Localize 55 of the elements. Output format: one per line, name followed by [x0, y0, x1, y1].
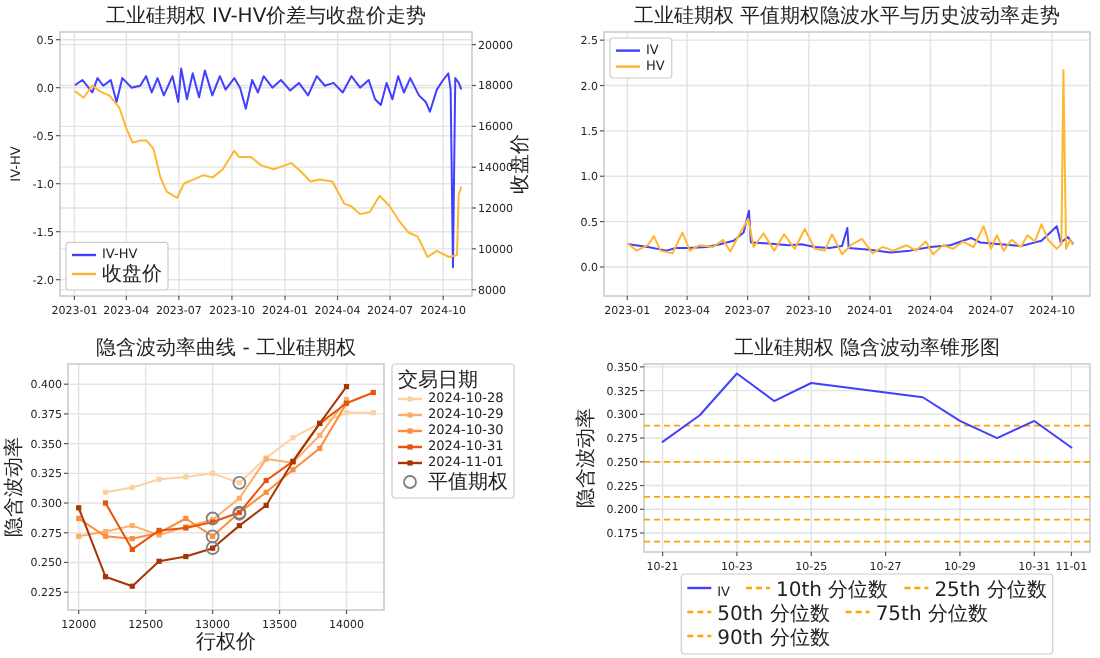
legend-label: 25th 分位数	[934, 578, 1047, 602]
point	[263, 477, 269, 484]
point	[205, 541, 220, 556]
point	[370, 410, 376, 416]
point	[76, 515, 82, 522]
point	[317, 445, 323, 451]
point	[236, 495, 242, 501]
point	[263, 502, 269, 509]
chart-title: 工业硅期权 平值期权隐波水平与历史波动率走势	[633, 4, 1061, 28]
point	[156, 558, 162, 564]
point	[183, 553, 189, 560]
point	[317, 432, 323, 438]
point	[205, 511, 220, 526]
line-series	[76, 383, 350, 589]
chart-title: 隐含波动率曲线 - 工业硅期权	[96, 336, 356, 360]
line-series	[661, 372, 1073, 449]
point	[76, 533, 82, 539]
legend-label: 75th 分位数	[875, 602, 988, 626]
point	[210, 470, 216, 476]
legend-label: 平值期权	[428, 470, 508, 494]
point	[102, 533, 109, 539]
point	[129, 536, 135, 542]
point	[183, 515, 189, 522]
point	[205, 529, 220, 544]
point	[76, 505, 82, 511]
line-series	[627, 69, 1074, 256]
legend-label: 收盘价	[102, 262, 162, 286]
legend-title: 交易日期	[398, 368, 478, 392]
point	[129, 546, 135, 552]
line-series	[102, 410, 376, 495]
point	[343, 383, 350, 390]
point	[102, 528, 109, 535]
chart-title: 工业硅期权 隐含波动率锥形图	[733, 336, 1001, 360]
point	[102, 500, 109, 506]
point	[236, 523, 242, 529]
x-axis-title: 行权价	[196, 630, 256, 654]
point	[102, 489, 109, 495]
point	[290, 435, 296, 441]
y-axis-title: 隐含波动率	[2, 437, 26, 537]
line-series	[627, 209, 1074, 254]
point	[129, 484, 135, 491]
legend-label: 50th 分位数	[717, 602, 830, 626]
y-axis-title: 隐含波动率	[574, 408, 598, 508]
point	[183, 474, 189, 480]
point	[370, 389, 376, 396]
point	[343, 410, 350, 416]
point	[263, 489, 269, 495]
point	[129, 523, 135, 529]
point	[102, 574, 109, 580]
legend-label: 10th 分位数	[776, 578, 889, 602]
legend-label: 90th 分位数	[717, 626, 830, 650]
point	[232, 475, 247, 490]
point	[290, 467, 296, 473]
point	[156, 476, 162, 482]
chart-title: 工业硅期权 IV-HV价差与收盘价走势	[105, 4, 427, 28]
